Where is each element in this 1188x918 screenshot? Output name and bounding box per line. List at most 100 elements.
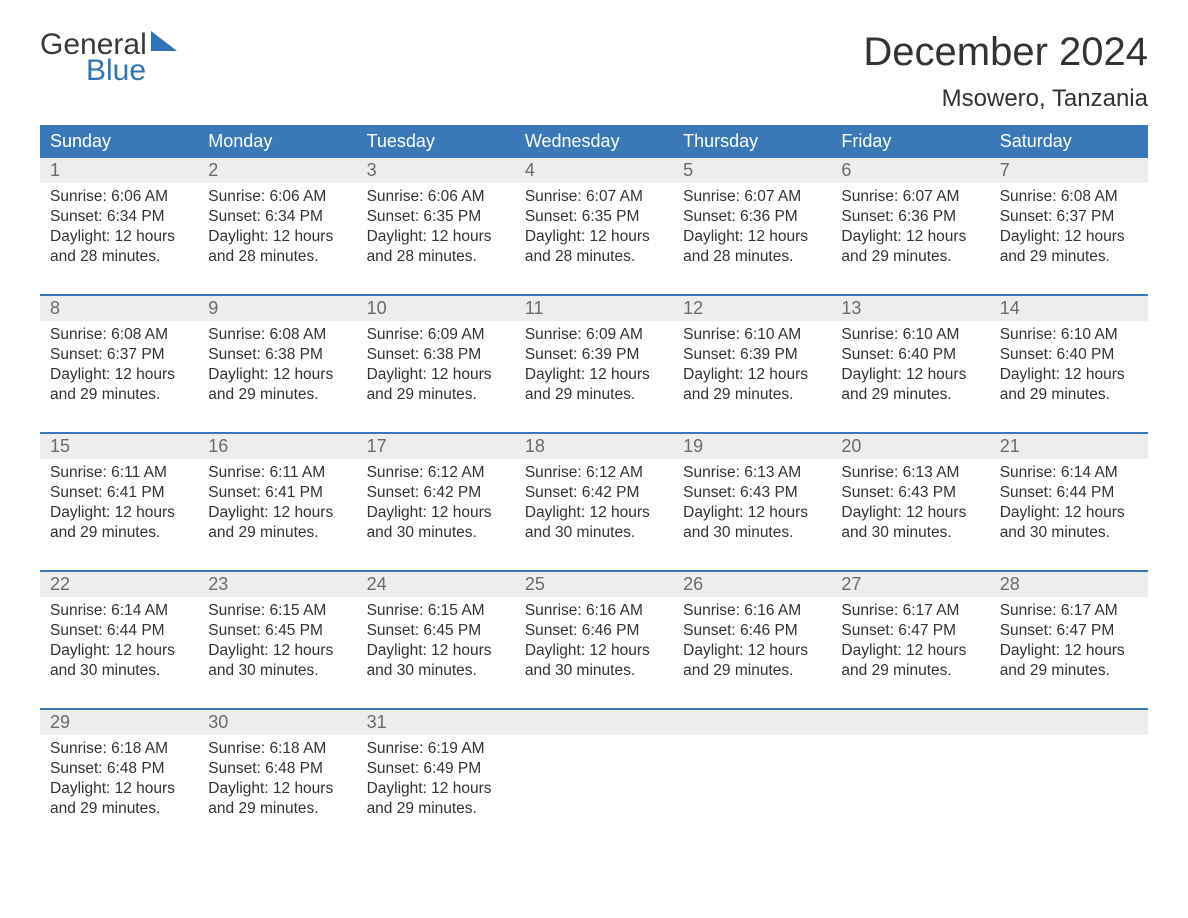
sunrise-line: Sunrise: 6:14 AM [50, 601, 188, 621]
daylight-line: Daylight: 12 hours and 29 minutes. [208, 503, 346, 543]
calendar: SundayMondayTuesdayWednesdayThursdayFrid… [40, 125, 1148, 830]
sunrise-line: Sunrise: 6:18 AM [50, 739, 188, 759]
sunset-line: Sunset: 6:37 PM [1000, 207, 1138, 227]
week: 293031Sunrise: 6:18 AMSunset: 6:48 PMDay… [40, 708, 1148, 830]
day-cell: Sunrise: 6:15 AMSunset: 6:45 PMDaylight:… [357, 597, 515, 692]
day-number: 23 [198, 572, 356, 597]
sunset-line: Sunset: 6:41 PM [50, 483, 188, 503]
daylight-line: Daylight: 12 hours and 29 minutes. [841, 365, 979, 405]
sunset-line: Sunset: 6:37 PM [50, 345, 188, 365]
week: 1234567Sunrise: 6:06 AMSunset: 6:34 PMDa… [40, 158, 1148, 278]
day-cell: Sunrise: 6:13 AMSunset: 6:43 PMDaylight:… [673, 459, 831, 554]
sunrise-line: Sunrise: 6:17 AM [841, 601, 979, 621]
day-number: 28 [990, 572, 1148, 597]
day-cell: Sunrise: 6:19 AMSunset: 6:49 PMDaylight:… [357, 735, 515, 830]
daylight-line: Daylight: 12 hours and 30 minutes. [1000, 503, 1138, 543]
daylight-line: Daylight: 12 hours and 29 minutes. [1000, 365, 1138, 405]
day-number: 29 [40, 710, 198, 735]
day-number: 3 [357, 158, 515, 183]
sunset-line: Sunset: 6:45 PM [367, 621, 505, 641]
day-cell: Sunrise: 6:15 AMSunset: 6:45 PMDaylight:… [198, 597, 356, 692]
day-cell: Sunrise: 6:09 AMSunset: 6:38 PMDaylight:… [357, 321, 515, 416]
sunrise-line: Sunrise: 6:06 AM [208, 187, 346, 207]
sunrise-line: Sunrise: 6:11 AM [208, 463, 346, 483]
sunrise-line: Sunrise: 6:08 AM [1000, 187, 1138, 207]
day-number: 12 [673, 296, 831, 321]
sunset-line: Sunset: 6:42 PM [525, 483, 663, 503]
sunset-line: Sunset: 6:38 PM [367, 345, 505, 365]
daylight-line: Daylight: 12 hours and 28 minutes. [367, 227, 505, 267]
dow-tuesday: Tuesday [357, 125, 515, 158]
day-cell: Sunrise: 6:06 AMSunset: 6:34 PMDaylight:… [198, 183, 356, 278]
day-cell: Sunrise: 6:07 AMSunset: 6:36 PMDaylight:… [673, 183, 831, 278]
sunrise-line: Sunrise: 6:12 AM [367, 463, 505, 483]
day-number: 10 [357, 296, 515, 321]
day-number [673, 710, 831, 735]
sunrise-line: Sunrise: 6:07 AM [683, 187, 821, 207]
day-number: 25 [515, 572, 673, 597]
day-number: 13 [831, 296, 989, 321]
sunrise-line: Sunrise: 6:11 AM [50, 463, 188, 483]
day-cell: Sunrise: 6:11 AMSunset: 6:41 PMDaylight:… [40, 459, 198, 554]
sunset-line: Sunset: 6:43 PM [841, 483, 979, 503]
day-cell: Sunrise: 6:14 AMSunset: 6:44 PMDaylight:… [40, 597, 198, 692]
sunrise-line: Sunrise: 6:08 AM [208, 325, 346, 345]
daylight-line: Daylight: 12 hours and 29 minutes. [683, 641, 821, 681]
sunrise-line: Sunrise: 6:10 AM [841, 325, 979, 345]
sunrise-line: Sunrise: 6:07 AM [841, 187, 979, 207]
month-title: December 2024 [863, 30, 1148, 75]
sunrise-line: Sunrise: 6:07 AM [525, 187, 663, 207]
sunset-line: Sunset: 6:48 PM [208, 759, 346, 779]
daynum-row: 15161718192021 [40, 434, 1148, 459]
day-cell: Sunrise: 6:17 AMSunset: 6:47 PMDaylight:… [990, 597, 1148, 692]
day-number: 26 [673, 572, 831, 597]
daycontent-row: Sunrise: 6:14 AMSunset: 6:44 PMDaylight:… [40, 597, 1148, 692]
sunrise-line: Sunrise: 6:10 AM [1000, 325, 1138, 345]
sunset-line: Sunset: 6:40 PM [841, 345, 979, 365]
day-cell [515, 735, 673, 830]
sunrise-line: Sunrise: 6:06 AM [367, 187, 505, 207]
day-number: 4 [515, 158, 673, 183]
day-cell: Sunrise: 6:11 AMSunset: 6:41 PMDaylight:… [198, 459, 356, 554]
daylight-line: Daylight: 12 hours and 29 minutes. [367, 365, 505, 405]
sunset-line: Sunset: 6:47 PM [1000, 621, 1138, 641]
daycontent-row: Sunrise: 6:06 AMSunset: 6:34 PMDaylight:… [40, 183, 1148, 278]
daylight-line: Daylight: 12 hours and 28 minutes. [525, 227, 663, 267]
daynum-row: 293031 [40, 710, 1148, 735]
day-cell [990, 735, 1148, 830]
sunset-line: Sunset: 6:45 PM [208, 621, 346, 641]
sunset-line: Sunset: 6:49 PM [367, 759, 505, 779]
sunrise-line: Sunrise: 6:15 AM [208, 601, 346, 621]
daylight-line: Daylight: 12 hours and 28 minutes. [50, 227, 188, 267]
week: 15161718192021Sunrise: 6:11 AMSunset: 6:… [40, 432, 1148, 554]
daylight-line: Daylight: 12 hours and 29 minutes. [208, 779, 346, 819]
daylight-line: Daylight: 12 hours and 29 minutes. [841, 227, 979, 267]
daylight-line: Daylight: 12 hours and 29 minutes. [1000, 641, 1138, 681]
sunrise-line: Sunrise: 6:12 AM [525, 463, 663, 483]
sunset-line: Sunset: 6:36 PM [683, 207, 821, 227]
day-number: 21 [990, 434, 1148, 459]
sunrise-line: Sunrise: 6:10 AM [683, 325, 821, 345]
daylight-line: Daylight: 12 hours and 29 minutes. [683, 365, 821, 405]
day-cell: Sunrise: 6:07 AMSunset: 6:35 PMDaylight:… [515, 183, 673, 278]
day-number: 8 [40, 296, 198, 321]
daylight-line: Daylight: 12 hours and 29 minutes. [50, 779, 188, 819]
sunrise-line: Sunrise: 6:13 AM [683, 463, 821, 483]
sunset-line: Sunset: 6:48 PM [50, 759, 188, 779]
day-cell: Sunrise: 6:10 AMSunset: 6:40 PMDaylight:… [831, 321, 989, 416]
day-cell: Sunrise: 6:18 AMSunset: 6:48 PMDaylight:… [40, 735, 198, 830]
day-cell: Sunrise: 6:10 AMSunset: 6:39 PMDaylight:… [673, 321, 831, 416]
day-cell: Sunrise: 6:08 AMSunset: 6:37 PMDaylight:… [40, 321, 198, 416]
day-number [831, 710, 989, 735]
sunset-line: Sunset: 6:36 PM [841, 207, 979, 227]
daycontent-row: Sunrise: 6:11 AMSunset: 6:41 PMDaylight:… [40, 459, 1148, 554]
dow-thursday: Thursday [673, 125, 831, 158]
week: 891011121314Sunrise: 6:08 AMSunset: 6:37… [40, 294, 1148, 416]
sunrise-line: Sunrise: 6:14 AM [1000, 463, 1138, 483]
sunrise-line: Sunrise: 6:19 AM [367, 739, 505, 759]
day-cell: Sunrise: 6:16 AMSunset: 6:46 PMDaylight:… [515, 597, 673, 692]
sunset-line: Sunset: 6:47 PM [841, 621, 979, 641]
day-number: 17 [357, 434, 515, 459]
daylight-line: Daylight: 12 hours and 29 minutes. [367, 779, 505, 819]
daylight-line: Daylight: 12 hours and 28 minutes. [683, 227, 821, 267]
